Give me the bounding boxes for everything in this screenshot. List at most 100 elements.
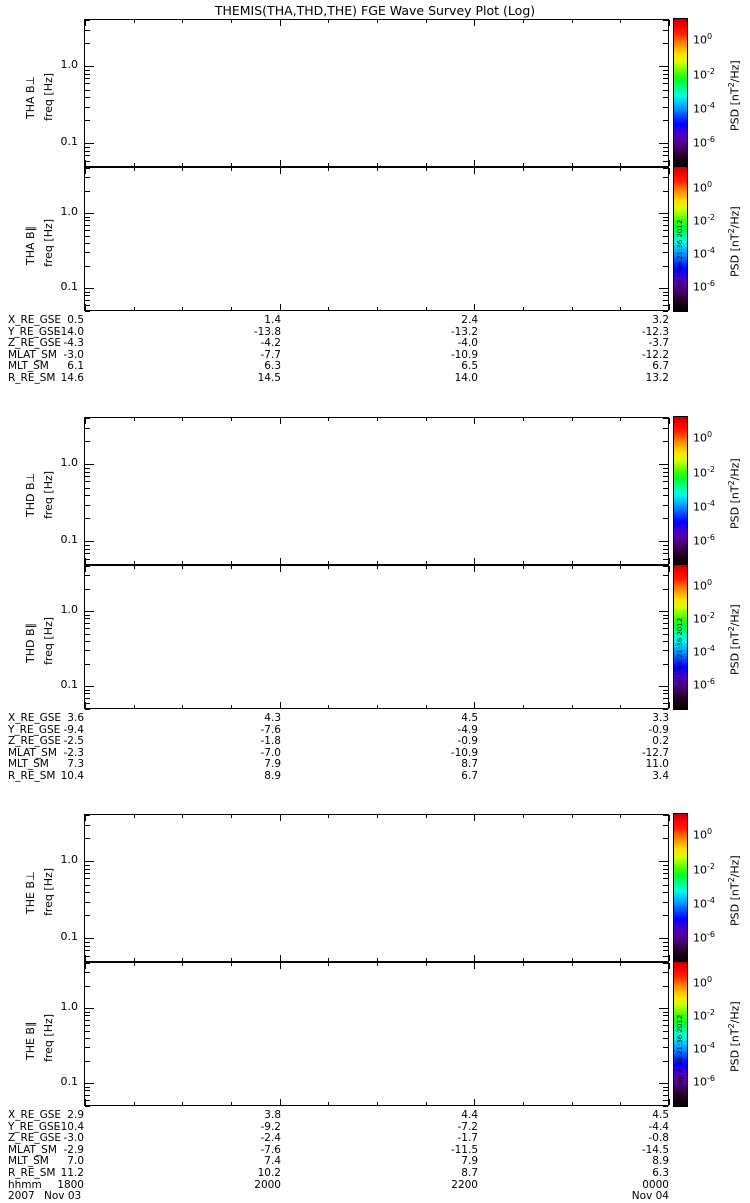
ephemeris-value: -4.4 <box>648 1120 670 1133</box>
x-minor-tick <box>620 705 621 708</box>
ephemeris-value: -7.2 <box>457 1120 479 1133</box>
colorbar-tick-label: 100 <box>693 974 713 990</box>
x-tick <box>474 955 475 961</box>
y-tick <box>85 709 90 710</box>
y-tick <box>659 686 668 687</box>
x-tick <box>474 566 475 572</box>
x-minor-tick <box>426 958 427 961</box>
x-tick <box>280 702 281 708</box>
y-tick <box>85 441 90 442</box>
y-tick <box>85 78 90 79</box>
y-tick <box>663 230 668 231</box>
y-axis-unit-label-thd-bperp: freq [Hz] <box>42 470 55 519</box>
x-minor-tick <box>426 20 427 23</box>
y-tick <box>85 915 90 916</box>
y-tick <box>663 615 668 616</box>
page-title: THEMIS(THA,THD,THE) FGE Wave Survey Plot… <box>214 3 536 18</box>
y-tick-label: 1.0 <box>60 1000 79 1014</box>
y-tick <box>663 549 668 550</box>
ephemeris-row-label: hhmm <box>8 1178 42 1191</box>
x-minor-tick <box>620 418 621 421</box>
y-tick <box>85 1031 90 1032</box>
x-minor-tick <box>572 566 573 569</box>
x-tick <box>474 963 475 969</box>
y-tick <box>85 615 90 616</box>
y-tick <box>663 1090 668 1091</box>
y-tick <box>85 468 90 469</box>
ephemeris-row-label: Y_RE_GSE <box>8 1120 61 1133</box>
x-minor-tick <box>328 307 329 310</box>
ephemeris-value: 6.7 <box>461 769 478 782</box>
ephemeris-value: 2.4 <box>461 314 478 326</box>
y-tick <box>659 288 668 289</box>
ephemeris-value: 8.9 <box>652 1155 669 1168</box>
y-tick <box>663 30 668 31</box>
colorbar-title: PSD [nT2/Hz] <box>727 604 742 675</box>
ephemeris-value: 6.3 <box>652 1166 669 1179</box>
ephemeris-table-tha: X_RE_GSE 0.5 1.4 2.4 3.2 Y_RE_GSE -14.0 -13.8 -1… <box>0 314 750 385</box>
x-tick <box>474 702 475 708</box>
ephemeris-value: 10.2 <box>257 1166 281 1179</box>
y-tick <box>85 305 90 306</box>
y-tick <box>85 956 90 957</box>
ephemeris-row: Y_RE_GSE -10.4 -9.2 -7.2 -4.4 <box>0 1120 750 1134</box>
y-tick <box>663 559 668 560</box>
y-tick <box>85 311 90 312</box>
ephemeris-value: 8.9 <box>264 769 281 782</box>
x-minor-tick <box>620 815 621 818</box>
y-tick <box>659 938 668 939</box>
ephemeris-value: 8.7 <box>461 1166 478 1179</box>
y-tick <box>663 709 668 710</box>
y-tick <box>85 74 90 75</box>
y-tick <box>85 97 90 98</box>
ephemeris-row-label: MLAT_SM <box>8 348 57 361</box>
x-tick <box>474 418 475 424</box>
ephemeris-value: -2.3 <box>63 746 85 759</box>
ephemeris-row-label: MLT_SM <box>8 1155 49 1168</box>
y-tick <box>663 963 668 964</box>
colorbar-0 <box>674 19 687 167</box>
y-tick <box>659 143 668 144</box>
x-minor-tick <box>182 705 183 708</box>
y-tick <box>663 623 668 624</box>
x-tick <box>669 963 670 969</box>
ephemeris-value: -12.7 <box>641 746 669 759</box>
time-axis-year: 2007 <box>8 1190 35 1203</box>
ephemeris-row: MLT_SM 6.1 6.3 6.5 6.7 <box>0 361 750 373</box>
y-tick <box>663 78 668 79</box>
y-tick <box>663 1106 668 1107</box>
render-timestamp: Sat Sep 1 08:21:36 2012 <box>676 219 684 307</box>
y-tick <box>85 161 90 162</box>
y-tick <box>663 161 668 162</box>
y-tick <box>85 950 90 951</box>
y-tick <box>659 66 668 67</box>
x-minor-tick <box>377 418 378 421</box>
y-tick <box>85 288 94 289</box>
ephemeris-row-label: Z_RE_GSE <box>8 337 62 350</box>
ephemeris-value: 14.0 <box>454 371 478 384</box>
x-tick <box>85 168 86 174</box>
y-tick <box>663 1020 668 1021</box>
x-tick <box>474 815 475 821</box>
y-tick <box>663 815 668 816</box>
ephemeris-value: -12.2 <box>641 348 669 361</box>
ephemeris-row-label: MLT_SM <box>8 758 49 771</box>
x-minor-tick <box>328 20 329 23</box>
colorbar-tick-label: 10-2 <box>693 66 715 82</box>
y-tick-label: 1.0 <box>60 58 79 72</box>
x-tick <box>85 1099 86 1105</box>
y-tick <box>85 488 90 489</box>
y-tick <box>85 220 90 221</box>
colorbar-tick-label: 10-2 <box>693 464 715 480</box>
y-tick-label: 0.1 <box>60 280 79 294</box>
y-tick <box>85 168 90 169</box>
y-tick <box>663 703 668 704</box>
x-minor-tick <box>426 307 427 310</box>
ephemeris-value: -10.9 <box>450 348 478 361</box>
y-tick <box>663 1047 668 1048</box>
ephemeris-value: -4.2 <box>260 337 282 350</box>
y-tick <box>663 155 668 156</box>
ephemeris-value: -3.7 <box>648 337 670 350</box>
x-tick <box>85 702 86 708</box>
panel-label-thd-bperp: THD B⊥ <box>24 472 37 517</box>
